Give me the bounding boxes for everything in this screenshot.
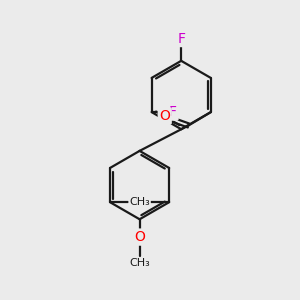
Text: CH₃: CH₃ [129, 258, 150, 268]
Text: F: F [169, 105, 177, 119]
Text: O: O [159, 109, 170, 123]
Text: F: F [177, 32, 185, 46]
Text: CH₃: CH₃ [129, 197, 150, 207]
Text: CH₃: CH₃ [129, 197, 150, 207]
Text: O: O [134, 230, 145, 244]
